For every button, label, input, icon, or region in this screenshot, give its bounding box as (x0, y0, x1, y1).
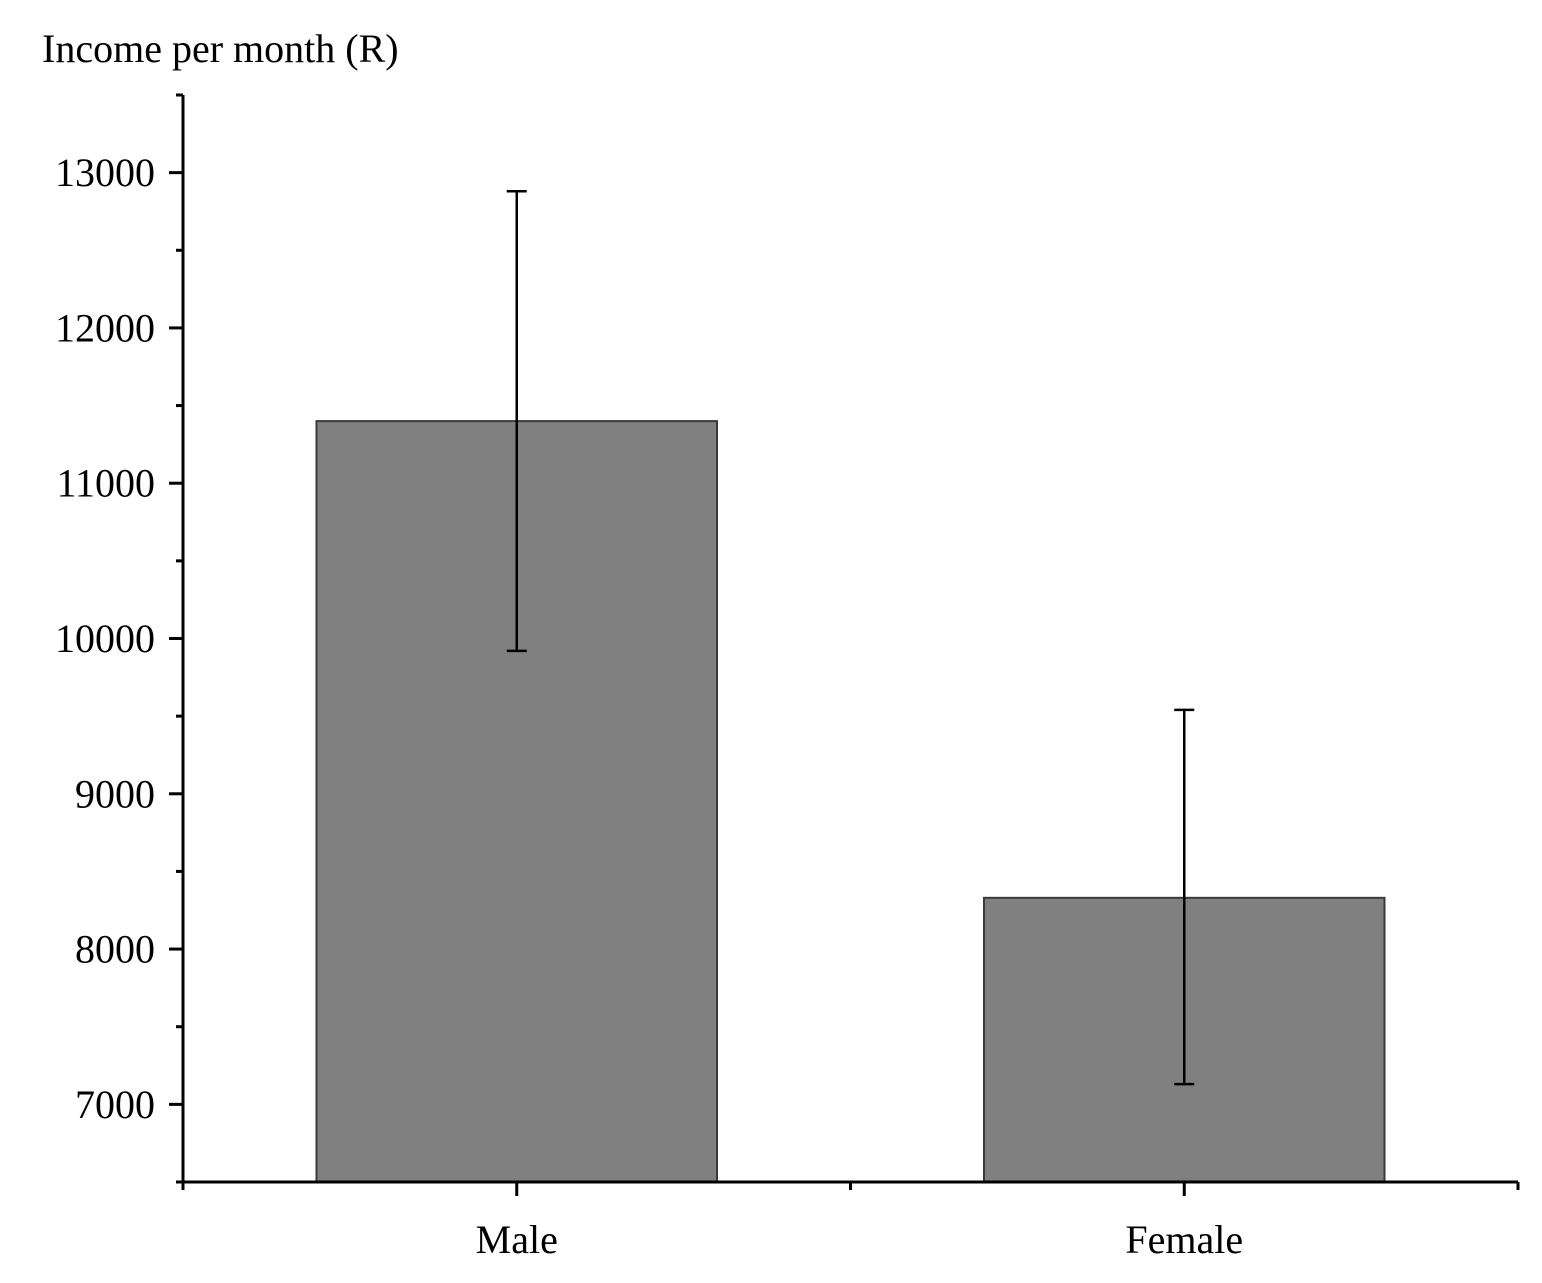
x-tick-label-female: Female (1125, 1217, 1243, 1262)
y-tick-label: 9000 (75, 771, 155, 816)
x-tick-label-male: Male (476, 1217, 558, 1262)
y-tick-label: 12000 (55, 305, 155, 350)
y-tick-label: 13000 (55, 150, 155, 195)
y-tick-label: 10000 (55, 616, 155, 661)
error-bars-layer (506, 190, 1195, 1086)
y-tick-label: 8000 (75, 927, 155, 972)
y-axis-title: Income per month (R) (42, 26, 399, 71)
y-tick-label: 7000 (75, 1082, 155, 1127)
bars-layer (315, 420, 1386, 1184)
y-ticks-layer: 7000 8000 9000 10000 11000 12000 13000 (55, 93, 183, 1184)
y-tick-label: 11000 (56, 461, 155, 506)
x-ticks-layer: Male Female (181, 1182, 1520, 1262)
